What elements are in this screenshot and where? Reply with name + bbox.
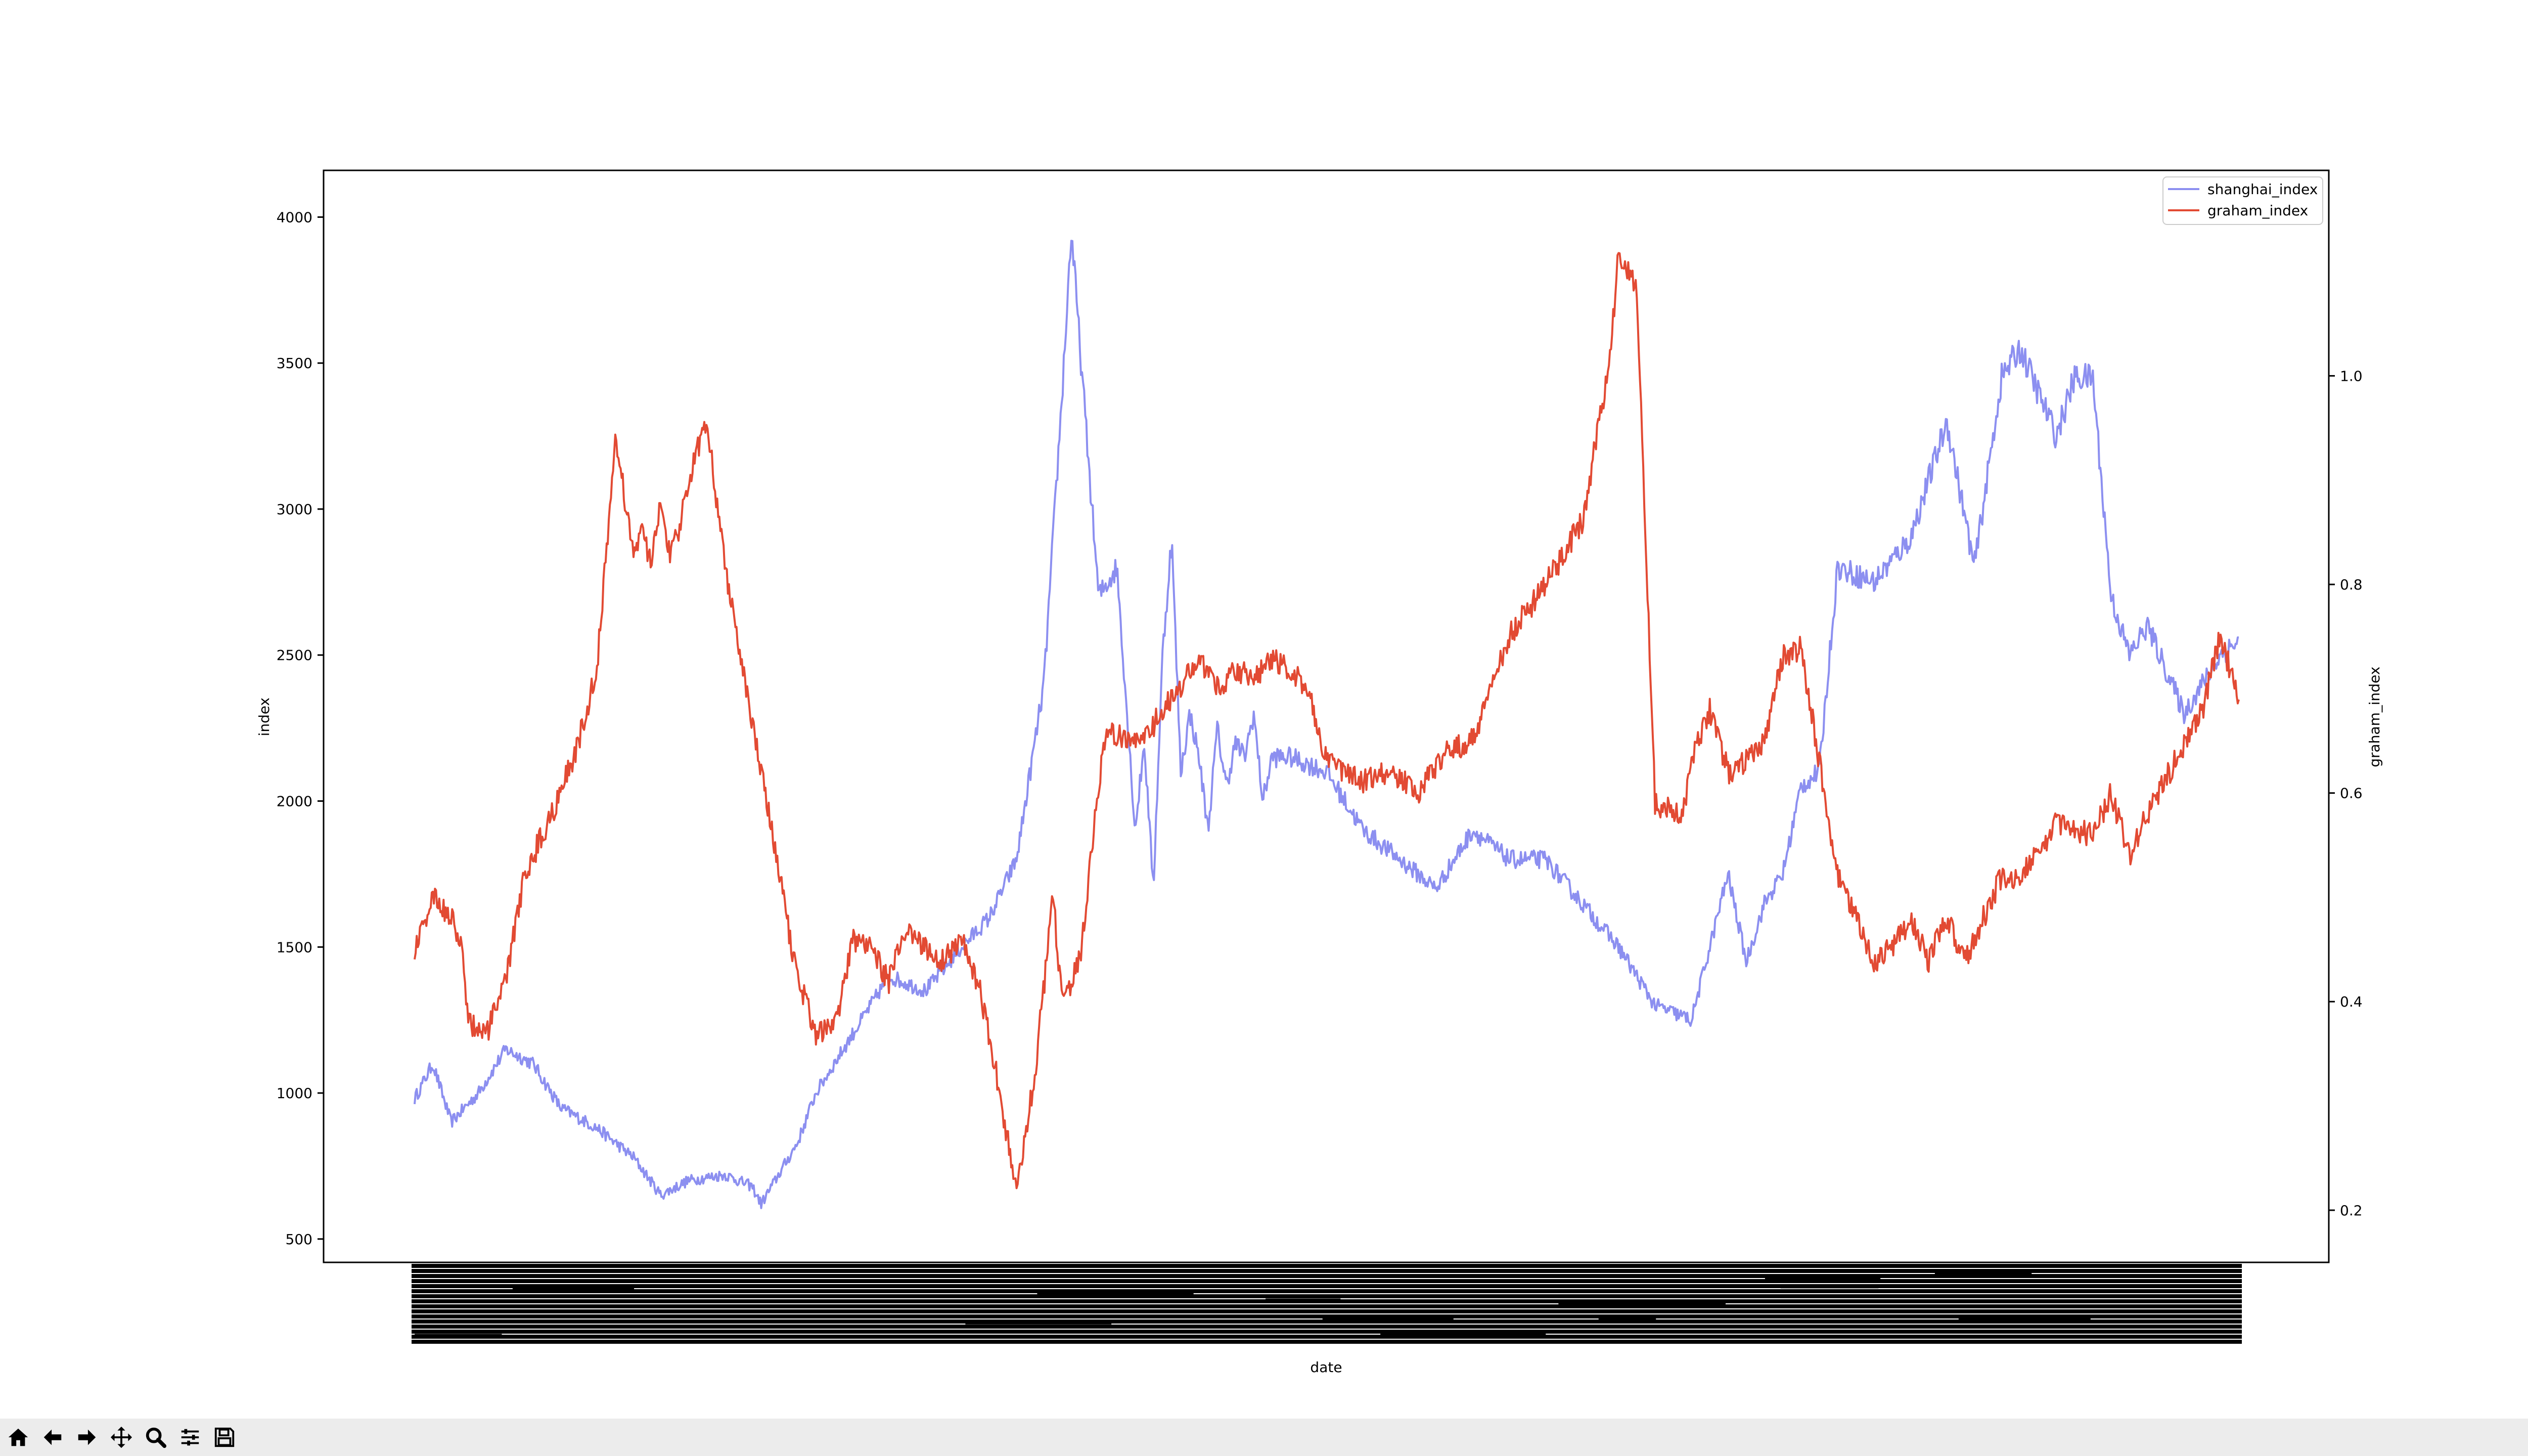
series-line-shanghai-index bbox=[414, 240, 2239, 1209]
series-line-graham-index bbox=[414, 252, 2240, 1190]
forward-button[interactable] bbox=[71, 1421, 103, 1453]
y-tick-label: 3000 bbox=[277, 501, 312, 518]
y2-tick-label: 0.4 bbox=[2340, 993, 2363, 1010]
y-tick-label: 500 bbox=[286, 1231, 312, 1248]
plot-area bbox=[323, 169, 2330, 1263]
home-button[interactable] bbox=[2, 1421, 34, 1453]
move-icon bbox=[110, 1426, 132, 1448]
right-y-axis: 0.2 0.4 0.6 0.8 1.0 bbox=[2329, 368, 2363, 1219]
y2-tick-label: 0.8 bbox=[2340, 576, 2363, 593]
legend-label-shanghai-index: shanghai_index bbox=[2207, 181, 2318, 198]
y2-axis-label: graham_index bbox=[2366, 666, 2383, 767]
arrow-right-icon bbox=[78, 1429, 96, 1445]
magnifier-icon bbox=[146, 1427, 167, 1448]
x-axis-label: date bbox=[1310, 1359, 1342, 1376]
figure-background bbox=[0, 0, 2528, 1416]
configure-subplots-button[interactable] bbox=[174, 1421, 206, 1453]
floppy-disk-icon bbox=[214, 1427, 235, 1447]
y-tick-label: 1000 bbox=[277, 1085, 312, 1102]
home-icon bbox=[8, 1428, 28, 1446]
y-tick-label: 2000 bbox=[277, 793, 312, 809]
left-y-axis: 500 1000 1500 2000 2500 3000 3500 4000 bbox=[277, 209, 324, 1248]
y2-tick-label: 1.0 bbox=[2340, 368, 2363, 384]
pan-button[interactable] bbox=[105, 1421, 138, 1453]
legend: shanghai_index graham_index bbox=[2162, 176, 2323, 225]
x-axis-ticks bbox=[412, 1264, 2242, 1344]
navigation-toolbar bbox=[0, 1419, 2528, 1456]
y2-tick-label: 0.6 bbox=[2340, 785, 2363, 802]
save-button[interactable] bbox=[208, 1421, 241, 1453]
zoom-button[interactable] bbox=[140, 1421, 172, 1453]
legend-label-graham-index: graham_index bbox=[2207, 202, 2308, 219]
y2-tick-label: 0.2 bbox=[2340, 1202, 2363, 1219]
y-axis-label: index bbox=[256, 698, 273, 737]
series-layer bbox=[414, 240, 2240, 1209]
y-tick-label: 2500 bbox=[277, 647, 312, 664]
y-tick-label: 3500 bbox=[277, 355, 312, 372]
legend-box bbox=[2162, 176, 2323, 225]
back-button[interactable] bbox=[36, 1421, 69, 1453]
axes-frame bbox=[323, 169, 2330, 1263]
y-tick-label: 4000 bbox=[277, 209, 312, 225]
sliders-icon bbox=[181, 1429, 199, 1446]
y-tick-label: 1500 bbox=[277, 939, 312, 956]
arrow-left-icon bbox=[43, 1429, 62, 1445]
